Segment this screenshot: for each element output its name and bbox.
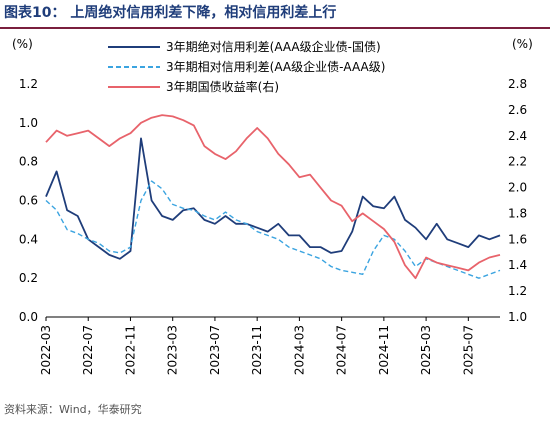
right-tick-label: 1.6 [508,232,527,246]
left-tick-label: 0.2 [19,271,38,285]
source-note: 资料来源：Wind，华泰研究 [4,403,142,416]
left-tick-label: 0.6 [19,194,38,208]
left-tick-label: 1.2 [19,77,38,91]
axes: 1.2 1.0 0.8 0.6 0.4 0.2 0.0 2.8 2.6 2.4 2.2 2.0 1.8 1… [19,77,527,375]
series-line-3 [45,114,501,280]
right-tick-label: 2.2 [508,155,527,169]
right-axis-unit: (%) [512,37,533,51]
x-tick-label: 2024-11 [377,325,391,375]
series-lines [45,114,501,280]
legend-label-3: 3年期国债收益率(右) [166,79,279,94]
right-tick-label: 1.2 [508,284,527,298]
left-tick-label: 1.0 [19,116,38,130]
right-tick-label: 2.0 [508,181,527,195]
right-tick-label: 2.4 [508,129,527,143]
right-tick-label: 1.4 [508,258,527,272]
x-tick-label: 2022-11 [123,325,137,375]
x-tick-label: 2024-07 [335,325,349,375]
x-tick-label: 2023-07 [208,325,222,375]
x-tick-label: 2023-11 [250,325,264,375]
title-divider [0,27,550,29]
x-tick-label: 2024-03 [292,325,306,375]
left-tick-label: 0.8 [19,155,38,169]
right-tick-label: 1.8 [508,206,527,220]
left-tick-label: 0.0 [19,310,38,324]
x-tick-label: 2023-03 [166,325,180,375]
x-tick-label: 2022-03 [39,325,53,375]
legend-label-1: 3年期绝对信用利差(AAA级企业债-国债) [166,39,381,54]
x-tick-label: 2025-03 [419,325,433,375]
series-line-1 [45,137,501,260]
right-tick-label: 1.0 [508,310,527,324]
legend-label-2: 3年期相对信用利差(AA级企业债-AAA级) [166,59,385,74]
right-tick-label: 2.8 [508,77,527,91]
legend: 3年期绝对信用利差(AAA级企业债-国债) 3年期相对信用利差(AA级企业债-AA… [108,39,385,94]
figure-title: 图表10： 上周绝对信用利差下降，相对信用利差上行 [4,5,337,21]
x-tick-label: 2025-07 [461,325,475,375]
left-axis-unit: (%) [12,37,33,51]
left-tick-label: 0.4 [19,232,38,246]
x-tick-label: 2022-07 [81,325,95,375]
right-tick-label: 2.6 [508,103,527,117]
